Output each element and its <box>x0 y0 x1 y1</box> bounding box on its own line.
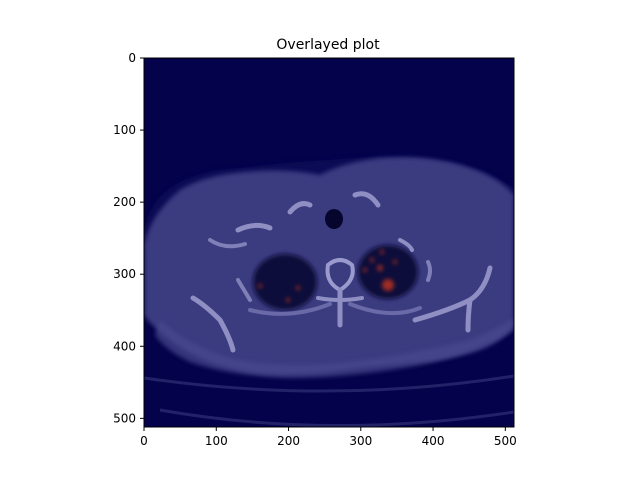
scanner-table-arc-1 <box>144 374 514 393</box>
trachea <box>325 209 343 229</box>
y-tick-label: 500 <box>113 411 136 425</box>
y-tick-label: 300 <box>113 267 136 281</box>
y-tick-label: 400 <box>113 339 136 353</box>
x-tick-label: 200 <box>277 434 300 448</box>
plot-title: Overlayed plot <box>276 37 380 53</box>
heatmap-hotspots <box>258 250 397 302</box>
x-tick-label: 500 <box>494 434 517 448</box>
x-tick-label: 0 <box>140 434 148 448</box>
y-tick-label: 0 <box>128 51 136 65</box>
chest-wall-band <box>155 318 514 378</box>
axes-frame <box>143 57 515 428</box>
left-lung <box>253 254 317 310</box>
y-tick-label: 100 <box>113 123 136 137</box>
y-tick-label: 200 <box>113 195 136 209</box>
ct-scan-image <box>144 58 514 427</box>
x-tick-label: 100 <box>205 434 228 448</box>
y-axis: 0 100 200 300 400 500 <box>113 51 144 425</box>
x-tick-label: 400 <box>422 434 445 448</box>
scanner-table-arc-2 <box>159 408 514 427</box>
x-tick-label: 300 <box>349 434 372 448</box>
bones <box>190 191 493 353</box>
x-axis: 0 100 200 300 400 500 <box>140 427 517 448</box>
